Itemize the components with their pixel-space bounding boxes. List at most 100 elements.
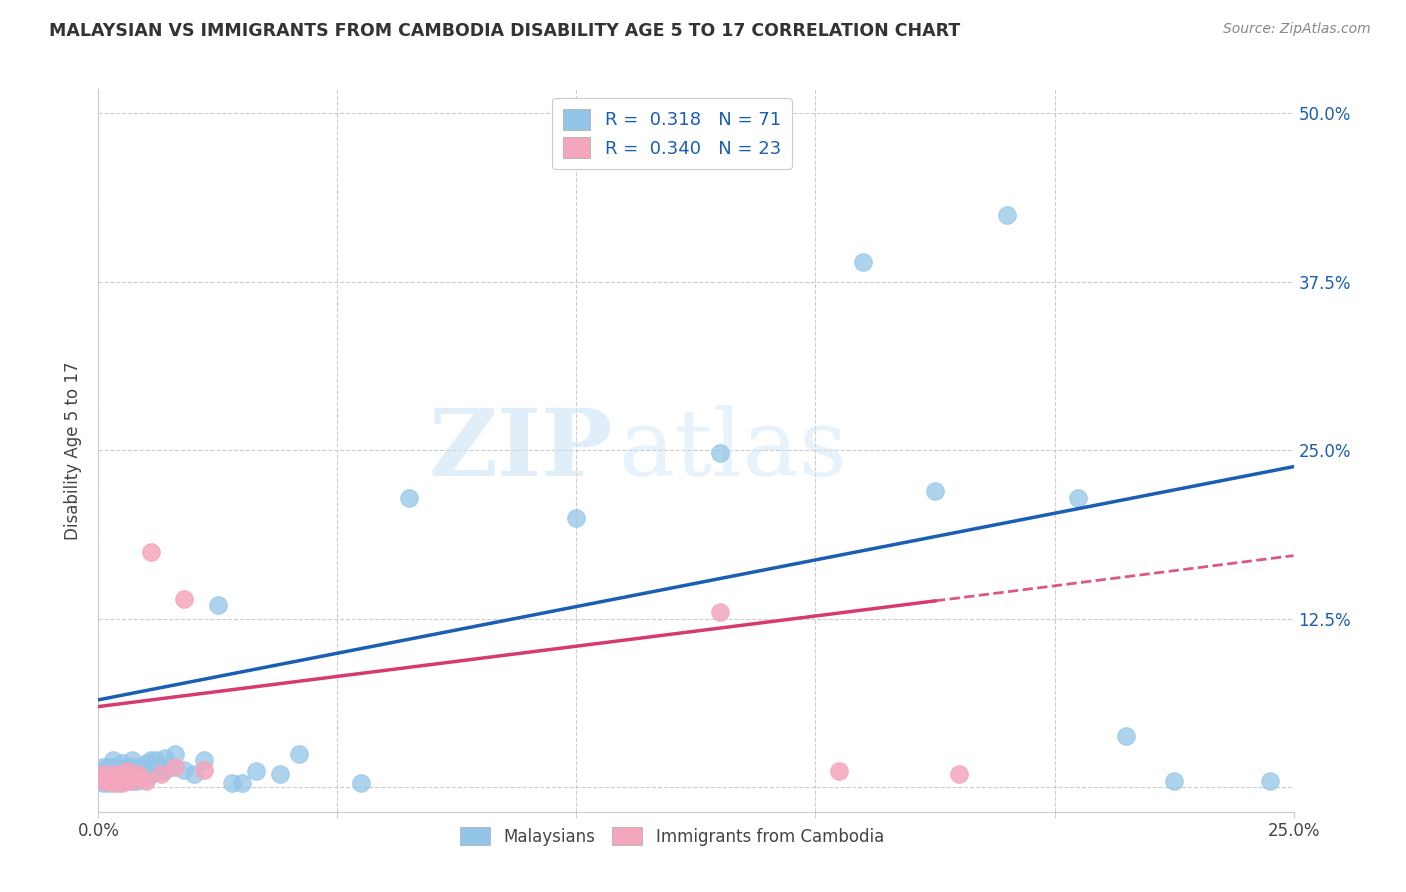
Point: [121, 754, 143, 768]
Point: [149, 767, 172, 781]
Point: [145, 754, 167, 768]
Point: [97, 773, 120, 788]
Point: [131, 770, 153, 784]
Point: [97, 760, 120, 774]
Point: [288, 747, 311, 761]
Point: [131, 770, 153, 784]
Point: [97, 767, 120, 781]
Point: [121, 767, 143, 781]
Point: [107, 773, 129, 788]
Point: [111, 776, 134, 790]
Point: [111, 764, 134, 779]
Point: [115, 770, 138, 784]
Point: [155, 751, 177, 765]
Point: [115, 760, 138, 774]
Point: [107, 767, 129, 781]
Text: Source: ZipAtlas.com: Source: ZipAtlas.com: [1223, 22, 1371, 37]
Point: [139, 754, 162, 768]
Point: [221, 776, 243, 790]
Point: [101, 776, 124, 790]
Point: [1163, 773, 1185, 788]
Point: [125, 767, 148, 781]
Point: [107, 776, 129, 790]
Point: [350, 776, 373, 790]
Point: [91, 773, 114, 788]
Point: [91, 770, 114, 784]
Point: [709, 605, 731, 619]
Point: [398, 491, 420, 505]
Point: [115, 764, 138, 779]
Point: [101, 760, 124, 774]
Point: [97, 770, 120, 784]
Point: [1067, 491, 1090, 505]
Point: [193, 754, 215, 768]
Point: [107, 770, 129, 784]
Point: [139, 767, 162, 781]
Point: [948, 767, 970, 781]
Point: [852, 254, 875, 268]
Point: [245, 764, 267, 779]
Point: [163, 747, 186, 761]
Text: atlas: atlas: [619, 406, 848, 495]
Point: [1258, 773, 1281, 788]
Point: [121, 773, 143, 788]
Point: [231, 776, 253, 790]
Point: [111, 773, 134, 788]
Point: [97, 764, 120, 779]
Point: [828, 764, 851, 779]
Point: [125, 767, 148, 781]
Point: [163, 760, 186, 774]
Point: [91, 767, 114, 781]
Point: [101, 767, 124, 781]
Point: [107, 763, 129, 777]
Y-axis label: Disability Age 5 to 17: Disability Age 5 to 17: [65, 361, 83, 540]
Point: [207, 599, 229, 613]
Point: [91, 764, 114, 779]
Point: [121, 773, 143, 788]
Point: [193, 763, 215, 777]
Point: [97, 776, 120, 790]
Point: [131, 760, 153, 774]
Point: [111, 756, 134, 771]
Point: [135, 756, 157, 771]
Point: [115, 770, 138, 784]
Point: [135, 770, 157, 784]
Point: [111, 767, 134, 781]
Text: ZIP: ZIP: [427, 406, 613, 495]
Point: [149, 764, 172, 779]
Point: [183, 767, 205, 781]
Point: [101, 771, 124, 785]
Point: [135, 773, 157, 788]
Point: [924, 483, 946, 498]
Point: [173, 591, 195, 606]
Point: [125, 773, 148, 788]
Point: [155, 763, 177, 777]
Point: [709, 446, 731, 460]
Point: [101, 773, 124, 788]
Point: [139, 544, 162, 558]
Point: [121, 760, 143, 774]
Text: MALAYSIAN VS IMMIGRANTS FROM CAMBODIA DISABILITY AGE 5 TO 17 CORRELATION CHART: MALAYSIAN VS IMMIGRANTS FROM CAMBODIA DI…: [49, 22, 960, 40]
Point: [101, 764, 124, 779]
Point: [115, 767, 138, 781]
Point: [269, 767, 291, 781]
Point: [97, 773, 120, 788]
Point: [125, 760, 148, 774]
Point: [121, 770, 143, 784]
Point: [97, 771, 120, 785]
Point: [91, 760, 114, 774]
Point: [107, 770, 129, 784]
Point: [111, 770, 134, 784]
Legend: Malaysians, Immigrants from Cambodia: Malaysians, Immigrants from Cambodia: [451, 819, 893, 854]
Point: [115, 773, 138, 788]
Point: [1115, 729, 1137, 743]
Point: [565, 511, 588, 525]
Point: [173, 763, 195, 777]
Point: [995, 208, 1018, 222]
Point: [101, 754, 124, 768]
Point: [101, 767, 124, 781]
Point: [91, 767, 114, 781]
Point: [159, 760, 181, 774]
Point: [91, 773, 114, 788]
Point: [91, 776, 114, 790]
